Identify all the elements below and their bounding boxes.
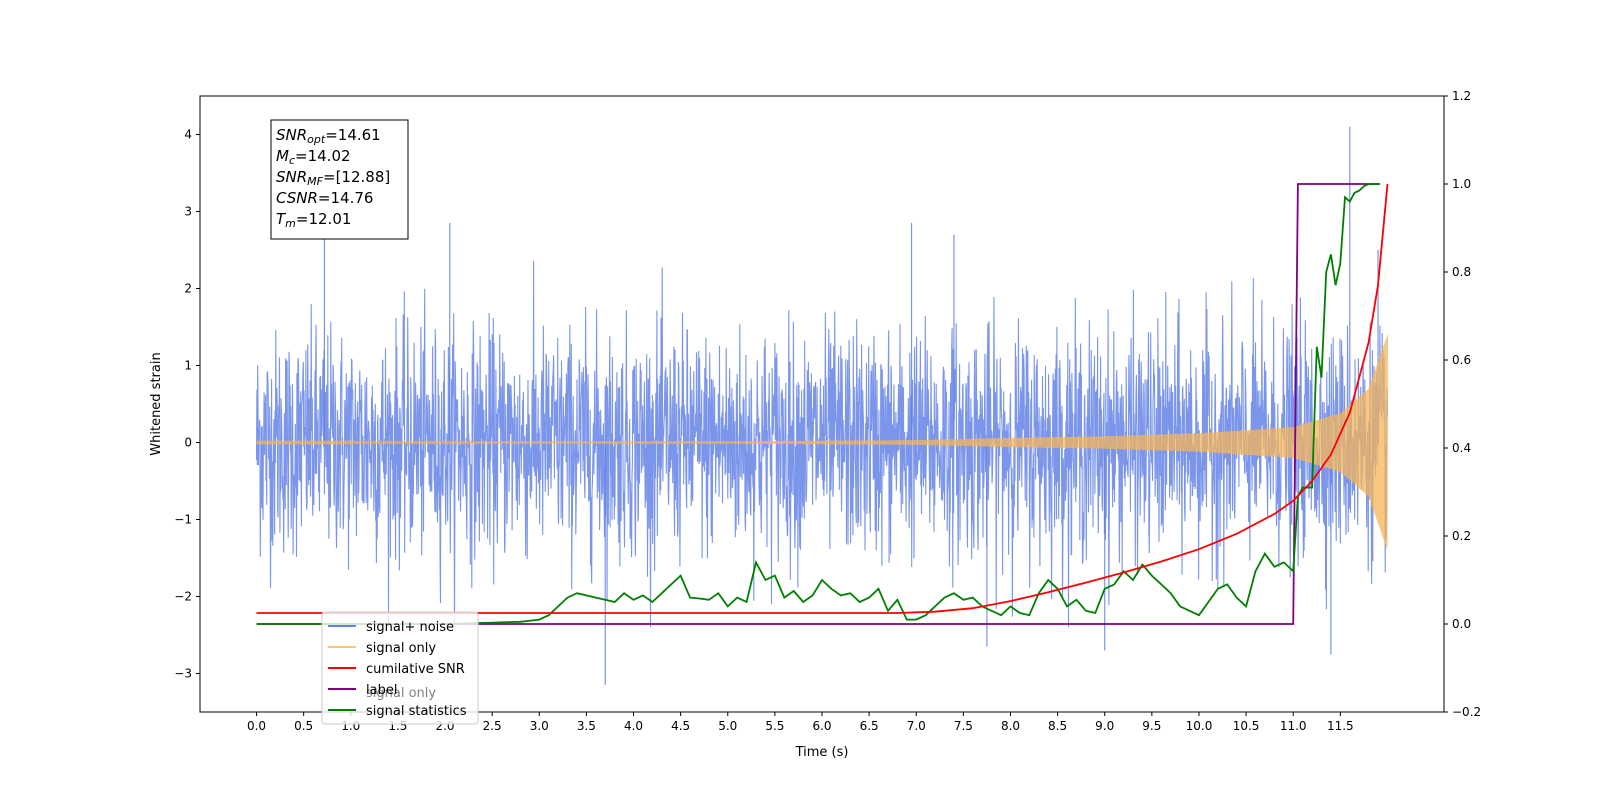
- legend-label: signal statistics: [366, 704, 467, 719]
- y-tick-label: 4: [184, 128, 192, 142]
- x-tick-label: 9.5: [1142, 719, 1161, 733]
- legend-label: label: [366, 683, 397, 698]
- y2-tick-label: 0.8: [1452, 265, 1471, 279]
- x-tick-label: 10.5: [1233, 719, 1260, 733]
- annotation-box: SNRopt=14.61Mc=14.02SNRMF=[12.88]CSNR=14…: [270, 119, 409, 240]
- y2-tick-label: 0.6: [1452, 353, 1471, 367]
- y-tick-label: 3: [184, 205, 192, 219]
- annotation-frame: [270, 119, 409, 240]
- signal-only-line: [256, 334, 1388, 550]
- x-tick-label: 6.5: [860, 719, 879, 733]
- y2-tick-label: 0.4: [1452, 441, 1471, 455]
- x-tick-label: 3.0: [530, 719, 549, 733]
- annotation-line: Tm=12.01: [276, 210, 351, 230]
- x-tick-label: 8.5: [1048, 719, 1067, 733]
- y-tick-label: −3: [174, 667, 192, 681]
- signal-statistics-line: [256, 183, 1380, 625]
- x-tick-label: 2.5: [483, 719, 502, 733]
- x-tick-label: 8.0: [1001, 719, 1020, 733]
- annotation-line: SNRMF=[12.88]: [276, 168, 390, 188]
- legend-label: cumilative SNR: [366, 662, 465, 677]
- legend-label: signal only: [366, 641, 436, 656]
- signal-only-series: [256, 334, 1388, 550]
- y2-tick-label: 1.0: [1452, 177, 1471, 191]
- right-axis-series: [256, 183, 1389, 625]
- x-tick-label: 7.0: [907, 719, 926, 733]
- y2-tick-label: −0.2: [1452, 705, 1481, 719]
- legend: signal only signal+ noise signal only cumil…: [321, 611, 479, 725]
- y-tick-label: −1: [174, 513, 192, 527]
- x-tick-label: 5.5: [765, 719, 784, 733]
- x-tick-label: 5.0: [718, 719, 737, 733]
- y-tick-label: 1: [184, 359, 192, 373]
- y2-tick-label: 1.2: [1452, 89, 1471, 103]
- cumulative-snr-line: [256, 183, 1389, 614]
- x-tick-label: 7.5: [954, 719, 973, 733]
- x-tick-label: 3.5: [577, 719, 596, 733]
- y-tick-label: 2: [184, 282, 192, 296]
- legend-label: signal+ noise: [366, 620, 454, 635]
- legend-frame: [321, 611, 479, 725]
- x-tick-label: 6.0: [812, 719, 831, 733]
- x-tick-label: 11.5: [1327, 719, 1354, 733]
- annotation-line: Mc=14.02: [276, 147, 351, 167]
- annotation-line: SNRopt=14.61: [276, 126, 381, 146]
- y-tick-label: −2: [174, 590, 192, 604]
- x-tick-label: 11.0: [1280, 719, 1307, 733]
- label-line: [256, 183, 1380, 625]
- x-axis-title: Time (s): [795, 745, 849, 760]
- annotation-line: CSNR=14.76: [276, 189, 373, 207]
- x-tick-label: 0.0: [247, 719, 266, 733]
- x-tick-label: 4.0: [624, 719, 643, 733]
- x-tick-label: 9.0: [1095, 719, 1114, 733]
- y-axis-title: Whitened strain: [149, 352, 164, 455]
- x-tick-label: 0.5: [294, 719, 313, 733]
- y-tick-label: 0: [184, 436, 192, 450]
- y-axis-ticks: −3 −2 −1 0 1 2 3 4: [174, 128, 200, 681]
- y2-tick-label: 0.2: [1452, 529, 1471, 543]
- x-tick-label: 10.0: [1186, 719, 1213, 733]
- legend-ghost-text: signal only: [366, 686, 436, 701]
- y2-tick-label: 0.0: [1452, 617, 1471, 631]
- y2-axis-ticks: −0.2 0.0 0.2 0.4 0.6 0.8 1.0 1.2: [1444, 89, 1481, 719]
- x-tick-label: 4.5: [671, 719, 690, 733]
